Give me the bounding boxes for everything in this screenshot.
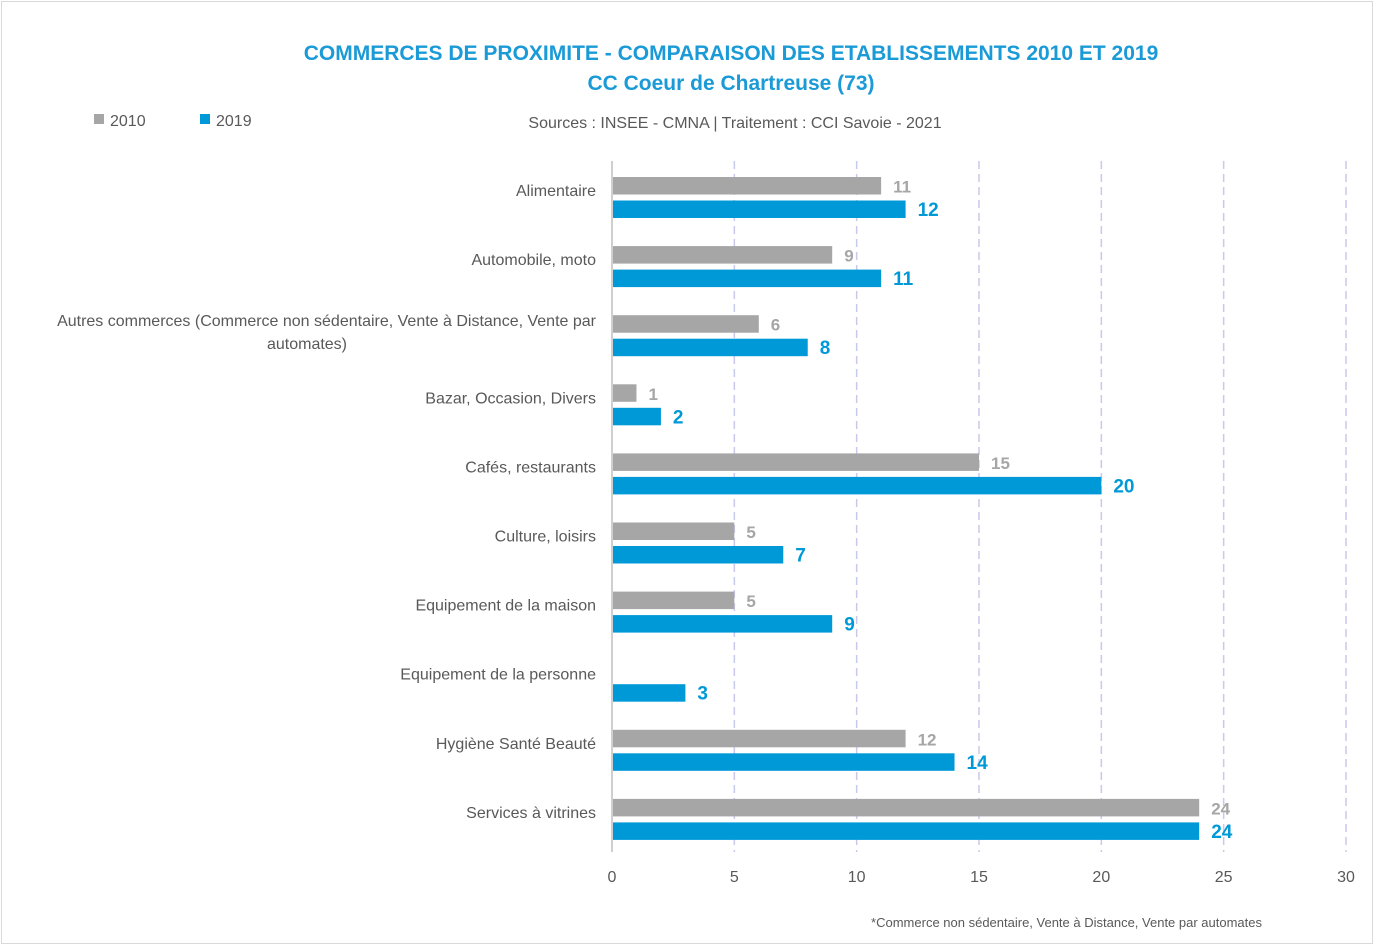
data-label-2019-5: 7: [795, 546, 806, 567]
x-tick-label-5: 5: [730, 869, 739, 886]
legend-swatch-2019: [200, 114, 210, 124]
data-label-2010-9: 24: [1211, 799, 1230, 818]
data-label-2019-3: 2: [673, 407, 684, 428]
bar-2010-0: [613, 177, 882, 195]
data-label-2010-2: 6: [771, 316, 780, 335]
bar-2010-1: [613, 246, 833, 264]
data-label-2019-6: 9: [844, 615, 855, 636]
bar-2019-3: [613, 407, 661, 426]
bar-2010-2: [613, 315, 759, 333]
data-label-2019-9: 24: [1211, 822, 1233, 843]
bar-2019-7: [613, 684, 686, 702]
chart-title: COMMERCES DE PROXIMITE - COMPARAISON DES…: [304, 42, 1159, 65]
bar-2010-9: [613, 798, 1200, 817]
data-label-2019-1: 11: [893, 269, 914, 290]
data-label-2019-2: 8: [820, 338, 831, 359]
data-label-2019-0: 12: [918, 200, 939, 221]
category-label-9-line-0: Services à vitrines: [466, 805, 596, 822]
chart-subtitle: CC Coeur de Chartreuse (73): [587, 72, 874, 95]
legend-label-2019: 2019: [216, 113, 252, 130]
bar-2019-9: [613, 822, 1200, 840]
x-tick-label-10: 10: [848, 869, 866, 886]
category-label-2-line-0: Autres commerces (Commerce non sédentair…: [57, 313, 597, 330]
category-label-8-line-0: Hygiène Santé Beauté: [436, 736, 596, 753]
data-label-2019-7: 3: [697, 684, 708, 705]
category-label-3-line-0: Bazar, Occasion, Divers: [425, 390, 596, 407]
data-label-2010-3: 1: [648, 385, 657, 404]
category-label-6-line-0: Equipement de la maison: [415, 598, 596, 615]
bar-2010-3: [613, 384, 637, 402]
category-label-1-line-0: Automobile, moto: [471, 252, 596, 269]
chart-footnote: *Commerce non sédentaire, Vente à Distan…: [871, 915, 1262, 930]
category-label-5-line-0: Culture, loisirs: [495, 529, 596, 546]
bar-2019-5: [613, 546, 784, 564]
bar-2019-1: [613, 269, 882, 288]
bar-2019-8: [613, 753, 955, 771]
data-label-2010-0: 11: [893, 178, 911, 197]
data-label-2010-1: 9: [844, 247, 853, 266]
bar-2019-2: [613, 338, 808, 357]
category-label-2-line-1: automates): [267, 336, 347, 353]
chart-source: Sources : INSEE - CMNA | Traitement : CC…: [528, 115, 941, 132]
category-label-7-line-0: Equipement de la personne: [400, 667, 596, 684]
bar-2010-6: [613, 591, 735, 610]
x-tick-label-0: 0: [608, 869, 617, 886]
bar-2010-8: [613, 729, 906, 748]
category-label-4-line-0: Cafés, restaurants: [465, 459, 596, 476]
x-tick-label-15: 15: [970, 869, 988, 886]
legend-swatch-2010: [94, 114, 104, 124]
data-label-2010-8: 12: [918, 730, 937, 749]
x-tick-label-20: 20: [1092, 869, 1110, 886]
bar-2019-6: [613, 615, 833, 633]
data-label-2019-4: 20: [1113, 476, 1134, 497]
x-tick-label-25: 25: [1215, 869, 1233, 886]
data-label-2010-4: 15: [991, 454, 1010, 473]
x-tick-label-30: 30: [1337, 869, 1355, 886]
bar-2010-5: [613, 522, 735, 540]
legend-label-2010: 2010: [110, 113, 146, 130]
bar-2010-4: [613, 453, 979, 471]
data-label-2010-5: 5: [746, 523, 755, 542]
bar-2019-0: [613, 200, 906, 218]
category-label-0-line-0: Alimentaire: [516, 183, 596, 200]
data-label-2019-8: 14: [967, 753, 989, 774]
data-label-2010-6: 5: [746, 592, 755, 611]
bar-2019-4: [613, 476, 1102, 495]
